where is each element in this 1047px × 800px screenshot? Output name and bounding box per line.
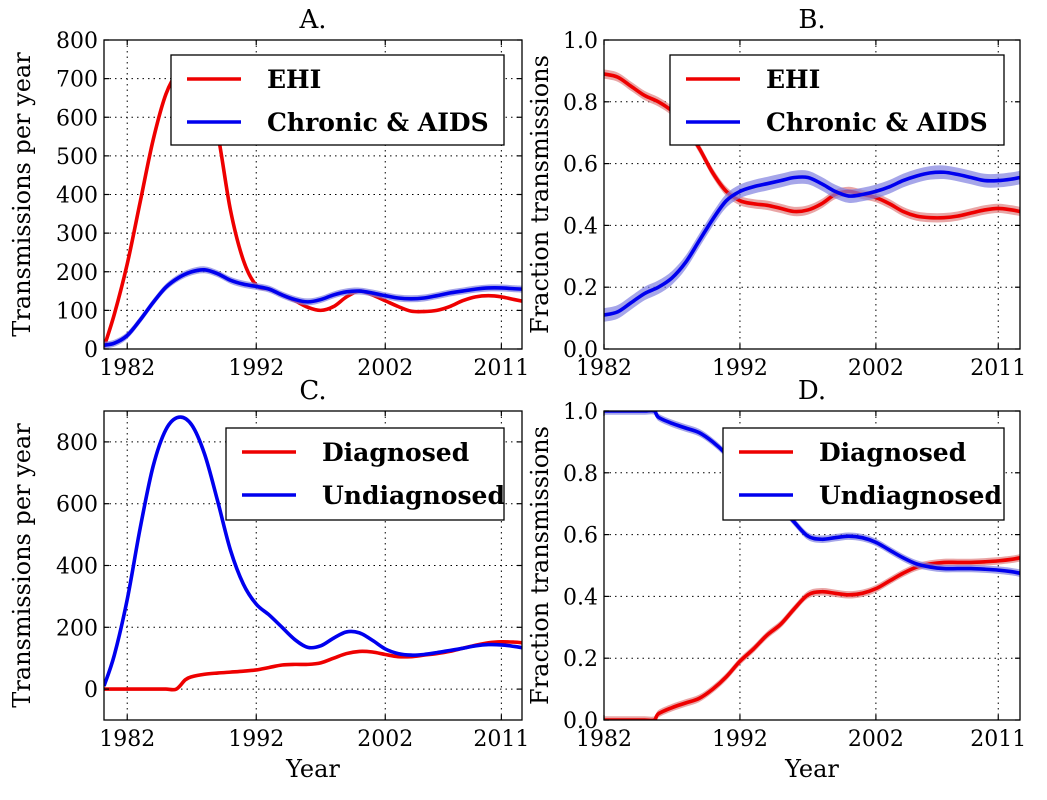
y-tick-label: 0.0: [563, 338, 598, 363]
x-tick-label: 1992: [712, 727, 768, 752]
x-tick-label: 1992: [228, 356, 284, 381]
y-tick-label: 0.2: [563, 276, 598, 301]
legend-box: [669, 54, 1005, 146]
y-axis-label: Transmissions per year: [8, 52, 36, 337]
legend-label-0: EHI: [766, 65, 820, 94]
legend-box: [225, 427, 505, 521]
legend: EHI Chronic & AIDS: [170, 54, 505, 146]
panel-title: D.: [798, 376, 826, 406]
x-tick-label: 1982: [576, 356, 632, 381]
y-tick-label: 600: [56, 106, 98, 131]
x-tick-label: 2011: [970, 727, 1026, 752]
y-tick-label: 1.0: [563, 400, 598, 425]
y-tick-label: 200: [56, 261, 98, 286]
legend: Diagnosed Undiagnosed: [722, 427, 1005, 521]
legend-label-0: Diagnosed: [322, 438, 469, 467]
y-tick-label: 0.6: [563, 524, 598, 549]
series-0-band: [604, 69, 1020, 223]
y-tick-label: 800: [56, 431, 98, 456]
series-0-line: [604, 556, 1020, 720]
x-tick-label: 2011: [473, 356, 529, 381]
axes-frame: [603, 39, 1021, 350]
series-1-line: [104, 415, 522, 687]
legend-label-1: Chronic & AIDS: [766, 108, 988, 137]
axes-frame: [603, 410, 1021, 721]
y-tick-label: 200: [56, 616, 98, 641]
panel-title: B.: [798, 5, 825, 35]
x-axis-label: Year: [285, 755, 340, 783]
legend-label-0: Diagnosed: [819, 438, 966, 467]
series-1-band: [604, 165, 1020, 322]
x-tick-label: 2011: [473, 727, 529, 752]
y-tick-label: 400: [56, 184, 98, 209]
x-tick-label: 2002: [848, 356, 904, 381]
y-tick-label: 1.0: [563, 29, 598, 54]
x-tick-label: 2011: [970, 356, 1026, 381]
y-tick-label: 400: [56, 555, 98, 580]
y-axis-label: Fraction transmissions: [526, 426, 554, 705]
legend-box: [170, 54, 505, 146]
x-tick-label: 1992: [228, 727, 284, 752]
y-tick-label: 500: [56, 145, 98, 170]
plot-area: [104, 415, 522, 692]
x-axis-label: Year: [784, 755, 839, 783]
legend-box: [722, 427, 1005, 521]
x-tick-label: 2002: [848, 727, 904, 752]
y-tick-label: 0.6: [563, 153, 598, 178]
y-tick-label: 0.2: [563, 647, 598, 672]
series-1-line: [604, 411, 1020, 575]
x-tick-label: 2002: [357, 356, 413, 381]
y-tick-label: 0.8: [563, 462, 598, 487]
y-tick-label: 0: [84, 338, 98, 363]
y-tick-label: 700: [56, 68, 98, 93]
x-tick-label: 1992: [712, 356, 768, 381]
x-tick-label: 1982: [576, 727, 632, 752]
series-1-line: [104, 267, 522, 347]
legend-label-0: EHI: [267, 65, 321, 94]
y-tick-label: 100: [56, 299, 98, 324]
y-tick-label: 0: [84, 678, 98, 703]
y-tick-label: 600: [56, 493, 98, 518]
y-tick-label: 0.8: [563, 91, 598, 116]
y-axis-label: Fraction transmissions: [526, 55, 554, 334]
x-tick-label: 1982: [99, 727, 155, 752]
y-tick-label: 0.0: [563, 709, 598, 734]
legend-label-1: Undiagnosed: [322, 481, 505, 510]
y-tick-label: 0.4: [563, 214, 598, 239]
panel-0: 1982 1992 2002 2011 0 100 200 300 400 500 600 700 80…: [8, 5, 529, 381]
panel-title: A.: [298, 5, 326, 35]
panel-3: 1982 1992 2002 2011 0.0 0.2 0.4 0.6 0.8 1.0 D. Frac…: [526, 376, 1026, 783]
panel-2: 1982 1992 2002 2011 0 200 400 600 800 C. Transmiss…: [8, 376, 529, 783]
y-tick-label: 800: [56, 29, 98, 54]
y-tick-label: 300: [56, 222, 98, 247]
y-tick-label: 0.4: [563, 585, 598, 610]
legend-label-1: Undiagnosed: [819, 481, 1002, 510]
y-axis-label: Transmissions per year: [8, 423, 36, 708]
legend-label-1: Chronic & AIDS: [267, 108, 489, 137]
plot-area: [604, 411, 1020, 720]
panel-1: 1982 1992 2002 2011 0.0 0.2 0.4 0.6 0.8 1.0 B. Frac…: [526, 5, 1026, 381]
series-1-line: [604, 170, 1020, 317]
x-tick-label: 1982: [99, 356, 155, 381]
legend: Diagnosed Undiagnosed: [225, 427, 505, 521]
legend: EHI Chronic & AIDS: [669, 54, 1005, 146]
series-0-band: [604, 554, 1020, 720]
x-tick-label: 2002: [357, 727, 413, 752]
panel-title: C.: [299, 376, 326, 406]
